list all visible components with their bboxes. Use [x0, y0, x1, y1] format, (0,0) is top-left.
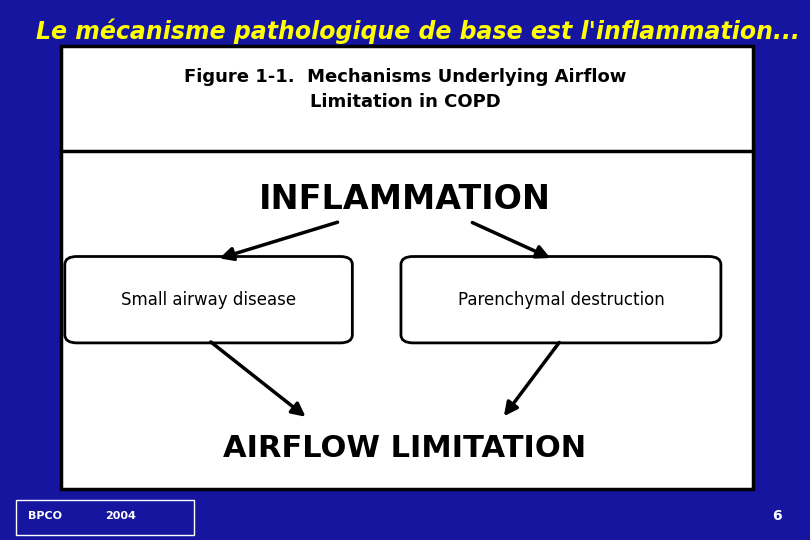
Text: Parenchymal destruction: Parenchymal destruction [458, 291, 664, 309]
FancyBboxPatch shape [16, 500, 194, 535]
Text: AIRFLOW LIMITATION: AIRFLOW LIMITATION [224, 434, 586, 463]
Text: INFLAMMATION: INFLAMMATION [259, 183, 551, 217]
Text: Figure 1-1.  Mechanisms Underlying Airflow
Limitation in COPD: Figure 1-1. Mechanisms Underlying Airflo… [184, 68, 626, 111]
FancyBboxPatch shape [61, 46, 753, 489]
Text: Small airway disease: Small airway disease [121, 291, 296, 309]
Text: Le mécanisme pathologique de base est l'inflammation...: Le mécanisme pathologique de base est l'… [36, 19, 800, 44]
FancyBboxPatch shape [401, 256, 721, 343]
Text: 6: 6 [772, 509, 782, 523]
Text: BPCO: BPCO [28, 511, 62, 521]
Text: 2004: 2004 [105, 511, 136, 521]
FancyBboxPatch shape [65, 256, 352, 343]
